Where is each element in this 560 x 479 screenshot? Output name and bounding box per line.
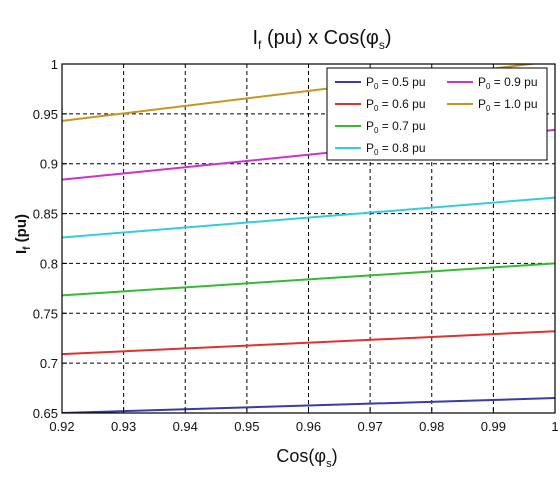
y-tick-label: 1 [51,57,58,72]
x-tick-label: 0.98 [419,419,444,434]
x-tick-label: 0.97 [357,419,382,434]
y-tick-label: 0.85 [33,207,58,222]
x-tick-label: 0.94 [173,419,198,434]
x-axis-label: Cos(φs) [276,446,337,470]
y-tick-label: 0.8 [40,256,58,271]
y-tick-label: 0.95 [33,107,58,122]
chart-title: If (pu) x Cos(φs) [252,27,391,52]
y-tick-label: 0.9 [40,157,58,172]
series-line-3 [62,262,555,297]
x-tick-label: 1 [551,419,558,434]
x-tick-label: 0.95 [234,419,259,434]
legend-label-6: P0 = 1.0 pu [478,97,538,113]
legend-label-2: P0 = 0.6 pu [366,97,426,113]
legend: P0 = 0.5 pu P0 = 0.6 pu P0 = 0.7 pu P0 = 0.… [326,67,548,161]
y-tick-label: 0.65 [33,406,58,421]
legend-label-3: P0 = 0.7 pu [366,119,426,135]
legend-label-4: P0 = 0.8 pu [366,141,426,157]
series-line-1 [62,397,555,413]
legend-label-1: P0 = 0.5 pu [366,75,426,91]
x-tick-label: 0.96 [296,419,321,434]
x-tick-label: 0.93 [111,419,136,434]
series-line-2 [62,330,555,356]
series-line-4 [62,196,555,239]
legend-label-5: P0 = 0.9 pu [478,75,538,91]
x-tick-label: 0.92 [49,419,74,434]
x-tick-label: 0.99 [481,419,506,434]
y-tick-label: 0.75 [33,306,58,321]
y-axis-label: If (pu) [13,214,33,254]
legend-box [326,67,548,161]
y-tick-label: 0.7 [40,356,58,371]
